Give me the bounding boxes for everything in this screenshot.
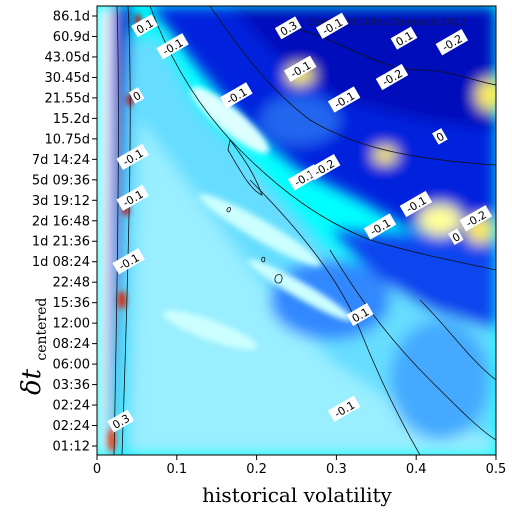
y-axis-label: δt centered <box>17 298 50 395</box>
y-tick-label: 03:36 <box>53 378 90 393</box>
contour-label-background <box>448 228 464 245</box>
plot-area <box>97 6 496 455</box>
contour-label-background <box>131 14 159 38</box>
y-tick-label: 02:24 <box>53 419 90 434</box>
y-tick-label: 21.55d <box>45 91 90 106</box>
x-tick-label: 0.4 <box>406 462 427 477</box>
contour-label-background <box>128 87 145 104</box>
contour-label-background <box>327 395 361 422</box>
y-tick-label: 5d 09:36 <box>32 173 90 188</box>
x-axis-label: historical volatility <box>202 483 392 507</box>
contour-label: 0 <box>448 228 464 245</box>
copyright-notice: Copyright Gilles Zumbach 2012 <box>308 17 467 28</box>
y-tick-label: 86.1d <box>53 10 90 25</box>
y-tick-label: 15:36 <box>53 296 90 311</box>
y-tick-label: 08:24 <box>53 337 90 352</box>
y-tick-label: 15.2d <box>53 112 90 127</box>
y-tick-label: 43.05d <box>45 50 90 65</box>
y-axis-label-sub: centered <box>34 298 50 361</box>
contour-label-background <box>107 409 135 433</box>
x-tick-label: 0.5 <box>486 462 507 477</box>
contour-label-background <box>156 33 189 60</box>
contour-label-background <box>274 16 302 40</box>
x-tick-label: 0.1 <box>166 462 187 477</box>
y-tick-label: 01:12 <box>53 440 90 455</box>
y-tick-label: 60.9d <box>53 30 90 45</box>
contour-label-background <box>283 55 317 82</box>
contour-label-background <box>363 213 397 240</box>
plot-frame <box>96 5 497 456</box>
svg-text:δt centered: δt centered <box>17 298 50 395</box>
contour-label-background <box>459 205 493 232</box>
contour-label-background <box>116 184 149 211</box>
contour-label-background <box>346 303 374 327</box>
heatmap-detail <box>108 14 353 452</box>
contour-label: 0 <box>128 87 145 104</box>
y-tick-label: 06:00 <box>53 358 90 373</box>
contour-label-background <box>375 63 409 91</box>
y-axis: 86.1d 60.9d 43.05d 30.45d 21.55d 15.2d 10.75d 7… <box>32 10 97 455</box>
y-axis-label-main: δt <box>17 368 47 395</box>
y-tick-label: 12:00 <box>53 317 90 332</box>
y-tick-label: 1d 08:24 <box>32 255 90 270</box>
contour-label: 0 <box>432 128 448 145</box>
y-tick-label: 7d 14:24 <box>32 153 90 168</box>
y-tick-label: 2d 16:48 <box>32 214 90 229</box>
contour-label-background <box>307 153 341 181</box>
contour-label-background <box>390 26 418 50</box>
y-tick-label: 30.45d <box>45 71 90 86</box>
x-axis: 0 0.1 0.2 0.3 0.4 0.5 <box>93 455 506 477</box>
y-tick-label: 10.75d <box>45 132 90 147</box>
x-tick-label: 0 <box>93 462 101 477</box>
y-tick-label: 3d 19:12 <box>32 194 90 209</box>
contour-label-background <box>112 248 145 275</box>
contour-label-background <box>432 128 448 145</box>
y-tick-label: 22:48 <box>53 276 90 291</box>
contour-label-background <box>220 82 253 109</box>
y-tick-label: 02:24 <box>53 399 90 414</box>
contour-label-background <box>399 190 433 218</box>
x-tick-label: 0.3 <box>326 462 347 477</box>
x-tick-label: 0.2 <box>246 462 267 477</box>
y-tick-label: 1d 21:36 <box>32 235 90 250</box>
contour-label-background <box>116 143 149 170</box>
contour-lines <box>113 6 496 455</box>
contour-label-background <box>315 12 349 39</box>
contour-label-background <box>435 29 469 56</box>
contour-label-background <box>327 86 361 113</box>
